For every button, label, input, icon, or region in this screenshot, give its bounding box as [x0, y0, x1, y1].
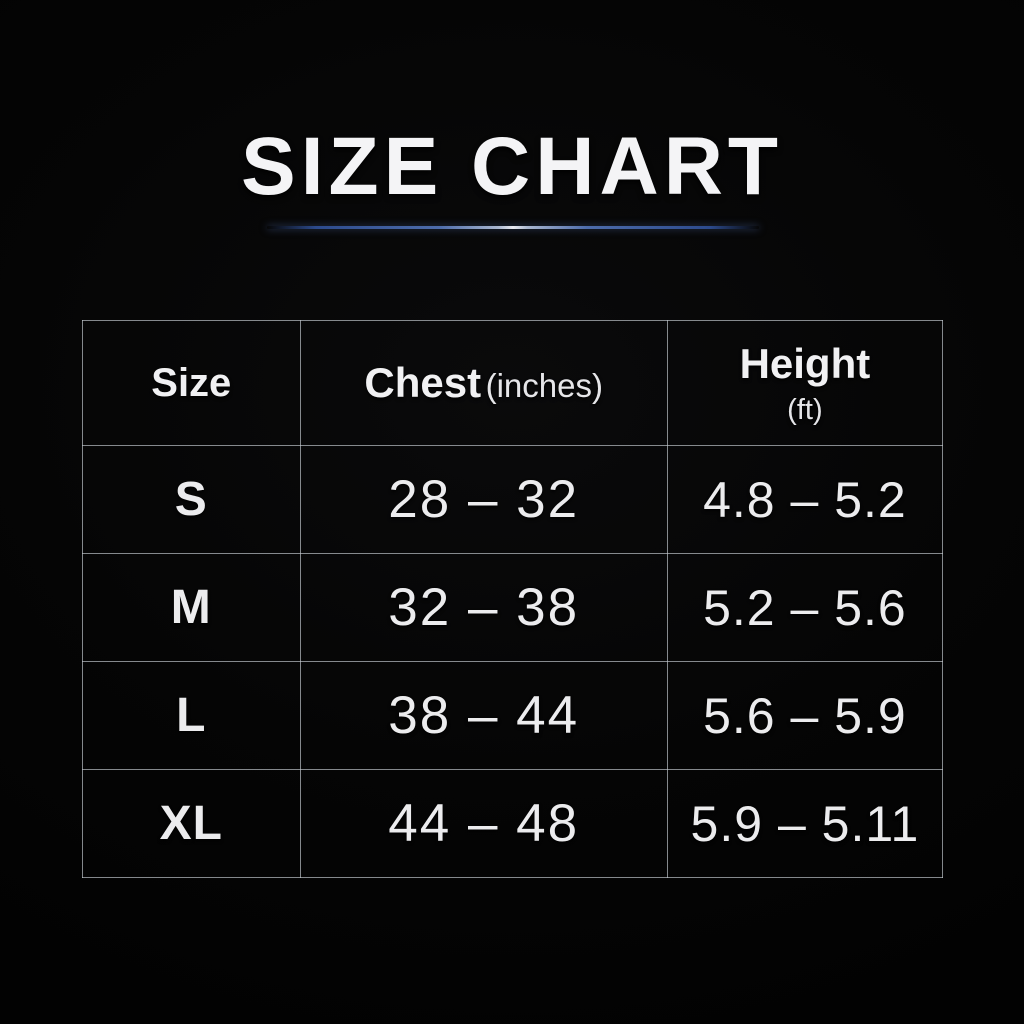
chest-value: 32 – 38 [299, 553, 668, 662]
table-row-l: L 38 – 44 5.6 – 5.9 [82, 661, 944, 770]
size-value: XL [82, 769, 301, 878]
column-header-size: Size [82, 320, 301, 446]
chest-column-label: Chest [364, 359, 482, 406]
size-column-label: Size [151, 360, 232, 405]
size-value: S [82, 445, 301, 554]
chest-value: 28 – 32 [299, 445, 668, 554]
size-chart-table: Size Chest (inches) Height (ft) S 28 – 3… [82, 320, 944, 878]
chest-value: 44 – 48 [299, 769, 668, 878]
height-value: 4.8 – 5.2 [666, 445, 944, 554]
table-row-m: M 32 – 38 5.2 – 5.6 [82, 553, 944, 662]
height-value: 5.9 – 5.11 [666, 769, 944, 878]
title-divider-line [267, 226, 759, 229]
column-header-chest: Chest (inches) [299, 320, 668, 446]
table-row-xl: XL 44 – 48 5.9 – 5.11 [82, 769, 944, 878]
page-title: SIZE CHART [241, 121, 783, 212]
table-row-s: S 28 – 32 4.8 – 5.2 [82, 445, 944, 554]
table-header-row: Size Chest (inches) Height (ft) [82, 320, 944, 446]
size-value: M [82, 553, 301, 662]
height-column-unit: (ft) [787, 393, 823, 426]
size-value: L [82, 661, 301, 770]
column-header-height: Height (ft) [666, 320, 944, 446]
chest-column-unit: (inches) [485, 367, 603, 404]
height-value: 5.6 – 5.9 [666, 661, 944, 770]
height-value: 5.2 – 5.6 [666, 553, 944, 662]
height-column-label: Height [739, 339, 871, 387]
chest-value: 38 – 44 [299, 661, 668, 770]
